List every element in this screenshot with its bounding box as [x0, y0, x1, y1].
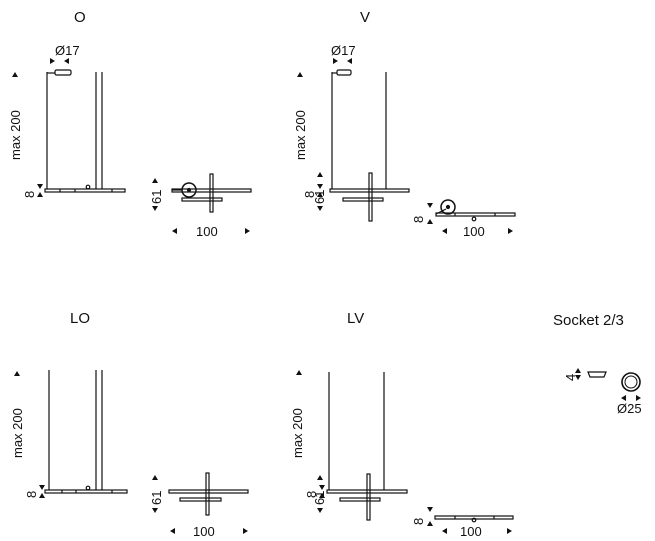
variant-o-width-label: 100: [196, 224, 218, 239]
socket-diameter-label: Ø25: [617, 401, 642, 416]
socket-dim-arrows: [575, 368, 641, 401]
variant-lv-depth-label: 61: [312, 490, 327, 505]
variant-v-width-label: 100: [463, 224, 485, 239]
variant-v-depth-label: 61: [312, 189, 327, 204]
variant-o-depth-label: 61: [149, 189, 164, 204]
variant-lo-top-view: [168, 472, 249, 516]
variant-lv-top-thickness-label: 8: [411, 517, 426, 525]
variant-o-dim-arrows: [12, 58, 250, 234]
variant-lv-top-view: [434, 515, 514, 523]
variant-o-height-label: max 200: [8, 110, 23, 160]
variant-lv-width-label: 100: [460, 524, 482, 539]
variant-lo-width-label: 100: [193, 524, 215, 539]
variant-lv-height-label: max 200: [290, 408, 305, 458]
variant-lo-thickness-label: 8: [24, 490, 39, 498]
variant-o-side-view: [44, 69, 126, 193]
variant-v-top-view: [435, 199, 516, 222]
variant-v-title: V: [360, 9, 371, 26]
variant-lo-height-label: max 200: [10, 408, 25, 458]
variant-v-side-view: [329, 69, 410, 222]
variant-lo-depth-label: 61: [149, 490, 164, 505]
variant-v-top-thickness-label: 8: [411, 215, 426, 223]
variant-lo-dim-arrows: [14, 371, 248, 534]
variant-o-diameter-label: Ø17: [55, 43, 80, 58]
variant-o-top-view: [171, 173, 252, 213]
variant-lo-side-view: [44, 370, 128, 494]
variant-lv-side-view: [326, 372, 408, 521]
variant-v-height-label: max 200: [293, 110, 308, 160]
variant-o-thickness-label: 8: [22, 190, 37, 198]
variant-v-dim-arrows: [297, 58, 513, 234]
variant-lo-title: LO: [70, 310, 91, 327]
socket-height-label: 4: [563, 373, 578, 381]
variant-o-title: O: [74, 9, 86, 26]
socket-drawing: [587, 371, 641, 392]
socket-title: Socket 2/3: [553, 312, 624, 329]
variant-v-diameter-label: Ø17: [331, 43, 356, 58]
variant-lv-title: LV: [347, 310, 365, 327]
variant-lv-dim-arrows: [296, 370, 512, 534]
